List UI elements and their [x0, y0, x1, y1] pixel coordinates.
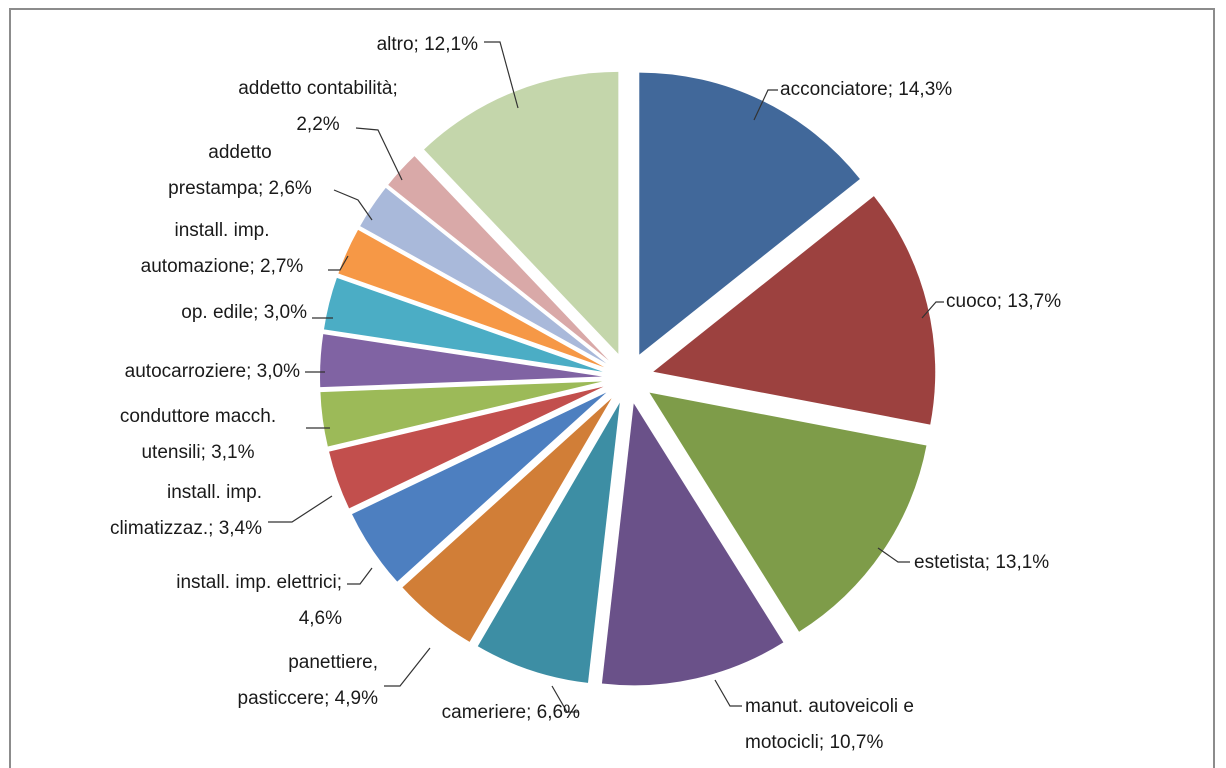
pie-slice-panettiere-pasticcere [402, 398, 612, 642]
leader-line [347, 567, 373, 585]
pie-slice-autocarroziere [320, 334, 603, 388]
data-label: addetto prestampa; 2,6% [168, 142, 312, 199]
data-label: install. imp. automazione; 2,7% [141, 220, 304, 277]
leader-line [921, 301, 944, 319]
pie-slice-altro [424, 71, 619, 354]
pie-slice-install-imp-automazione [338, 229, 605, 368]
data-label: install. imp. climatizzaz.; 3,4% [110, 482, 262, 539]
data-label: panettiere, pasticcere; 4,9% [238, 652, 379, 709]
leader-line [484, 41, 519, 109]
leader-line [328, 255, 349, 271]
pie-slice-estetista [649, 392, 927, 632]
pie-slice-install-imp-climatizzaz- [329, 386, 604, 509]
pie-slice-addetto-prestampa [360, 187, 607, 364]
pie-slice-conduttore-macch-utensili [320, 381, 603, 447]
leader-line [268, 495, 333, 523]
data-label: acconciatore; 14,3% [780, 79, 952, 100]
leader-lines [268, 41, 944, 713]
pie-slice-addetto-contabilità [388, 156, 609, 361]
pie-slice-manut-autoveicoli-e-motocicli [601, 403, 784, 686]
data-label: conduttore macch. utensili; 3,1% [120, 406, 276, 463]
data-label: estetista; 13,1% [914, 552, 1049, 573]
pie-slice-install-imp-elettrici [352, 392, 607, 582]
leader-line [333, 189, 373, 221]
leader-line [714, 679, 742, 707]
pie-slices [320, 71, 936, 686]
pie-slice-cuoco [653, 196, 936, 425]
data-label: addetto contabilità; 2,2% [238, 78, 398, 135]
pie-slice-op-edile [323, 277, 603, 372]
leader-line [877, 547, 910, 563]
leader-line [753, 89, 778, 121]
data-labels: acconciatore; 14,3% cuoco; 13,7% estetista… [110, 34, 1061, 753]
data-label: altro; 12,1% [377, 34, 478, 55]
data-label: op. edile; 3,0% [181, 302, 307, 323]
data-label: manut. autoveicoli e motocicli; 10,7% [745, 696, 914, 753]
pie-slice-acconciatore [639, 72, 860, 355]
leader-line [384, 647, 431, 687]
pie-slice-cameriere [477, 402, 620, 683]
data-label: autocarroziere; 3,0% [125, 361, 300, 382]
data-label: install. imp. elettrici; 4,6% [176, 572, 342, 629]
leader-line [355, 127, 403, 181]
data-label: cuoco; 13,7% [946, 291, 1061, 312]
leader-line [551, 685, 578, 713]
data-label: cameriere; 6,6% [442, 702, 580, 723]
